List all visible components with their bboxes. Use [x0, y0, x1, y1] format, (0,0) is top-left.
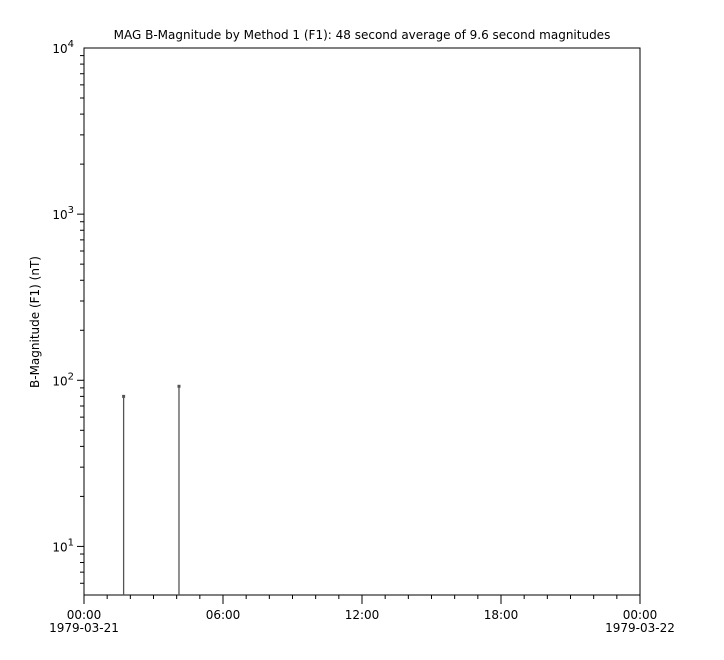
x-tick-label: 18:00	[484, 608, 519, 622]
x-tick-label: 00:00	[67, 608, 102, 622]
y-tick-label: 102	[52, 371, 74, 388]
x-tick-date-label: 1979-03-21	[49, 621, 119, 635]
y-tick-label: 101	[52, 537, 74, 554]
y-tick-label: 104	[52, 39, 74, 56]
x-tick-label: 06:00	[206, 608, 241, 622]
x-tick-label: 00:00	[623, 608, 658, 622]
x-tick-label: 12:00	[345, 608, 380, 622]
x-tick-date-label: 1979-03-22	[605, 621, 675, 635]
y-axis-label: B-Magnitude (F1) (nT)	[28, 256, 42, 388]
plot-frame	[83, 47, 641, 596]
data-point	[177, 384, 181, 388]
data-point	[122, 394, 126, 398]
y-tick-label: 103	[52, 205, 74, 222]
chart-title: MAG B-Magnitude by Method 1 (F1): 48 sec…	[114, 28, 611, 42]
